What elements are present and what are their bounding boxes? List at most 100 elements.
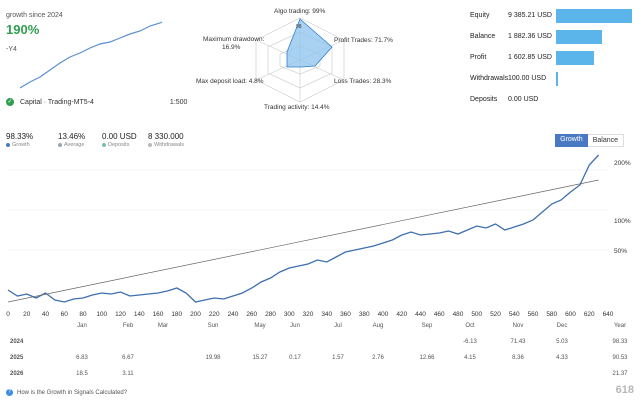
month-label: Jan <box>77 323 87 329</box>
growth-chart <box>7 154 608 303</box>
x-tick-label: 620 <box>583 311 595 318</box>
radar-max-drawdown-title: Maximum drawdown: <box>203 36 265 43</box>
y-tick-label: 50% <box>614 248 628 255</box>
table-row-year: 2025 <box>10 355 24 361</box>
stat-value: 9 385.21 USD <box>508 12 552 19</box>
growth-help-text[interactable]: How is the Growth in Signals Calculated? <box>17 389 128 396</box>
stat-value: 100.00 USD <box>508 75 547 82</box>
table-cell: -6.13 <box>463 339 477 345</box>
x-tick-label: 180 <box>171 311 183 318</box>
table-cell: 0.17 <box>289 355 301 361</box>
summary-label-text: Growth <box>12 142 30 148</box>
month-label: May <box>254 323 266 329</box>
growth-help[interactable]: ? How is the Growth in Signals Calculate… <box>6 389 127 396</box>
x-tick-label: 220 <box>208 311 220 318</box>
stat-label: Deposits <box>470 96 498 103</box>
stat-label: Profit <box>470 54 487 61</box>
month-label: Jul <box>334 323 342 329</box>
y-tick-label: 200% <box>614 160 631 167</box>
watermark: 618 <box>615 384 634 396</box>
x-tick-label: 300 <box>283 311 295 318</box>
growth-value: 190% <box>6 22 40 37</box>
radar-shape <box>286 18 333 68</box>
stat-value: 0.00 USD <box>508 96 539 103</box>
chart-tab-group: Growth Balance <box>555 134 624 147</box>
x-tick-label: 40 <box>41 311 50 318</box>
radar-max-drawdown-value: 16.9% <box>222 44 241 51</box>
radar-profit-trades: Profit Trades: 71.7% <box>334 37 393 44</box>
x-tick-label: 440 <box>415 311 426 318</box>
stat-bar <box>556 9 632 23</box>
tab-balance[interactable]: Balance <box>587 134 624 147</box>
summary-label: Growth <box>6 142 30 148</box>
x-tick-label: 560 <box>527 311 539 318</box>
x-tick-label: 580 <box>546 311 558 318</box>
stat-label: Withdrawals <box>470 75 509 82</box>
table-row-year: 2024 <box>10 339 24 345</box>
y-tick-label: 100% <box>614 218 631 225</box>
month-label: Dec <box>556 323 568 329</box>
table-cell: 19.98 <box>205 355 221 361</box>
month-label: Sun <box>207 323 219 329</box>
summary-label-text: Deposits <box>108 142 130 148</box>
summary-value: 98.33% <box>6 132 34 141</box>
radar-max-deposit-load: Max deposit load: 4.8% <box>196 78 264 85</box>
x-tick-label: 120 <box>115 311 126 318</box>
legend-dot-icon <box>58 143 62 147</box>
summary-label: Deposits <box>102 142 129 148</box>
x-tick-label: 240 <box>227 311 239 318</box>
summary-label-text: Withdrawals <box>154 142 184 148</box>
x-tick-label: 280 <box>265 311 276 318</box>
table-cell: 4.15 <box>464 355 476 361</box>
account-name[interactable]: Capital · Trading-MT5-4 <box>20 98 94 106</box>
x-tick-label: 140 <box>133 311 145 318</box>
table-cell: 18.5 <box>76 371 88 377</box>
x-tick-label: 500 <box>471 311 483 318</box>
radar-trading-activity: Trading activity: 14.4% <box>264 104 330 111</box>
x-tick-label: 160 <box>152 311 164 318</box>
month-label: Mar <box>157 323 169 329</box>
growth-series-line <box>7 154 600 303</box>
table-row-year: 2026 <box>10 371 24 377</box>
summary-label: Withdrawals <box>148 142 184 148</box>
month-label: Oct <box>465 323 475 329</box>
month-label: Sep <box>421 323 433 329</box>
mini-growth-chart <box>20 21 163 89</box>
table-cell: 90.53 <box>612 355 628 361</box>
x-tick-label: 420 <box>396 311 408 318</box>
x-tick-label: 260 <box>246 311 258 318</box>
summary-value: 0.00 USD <box>102 132 137 141</box>
question-icon: ? <box>6 389 13 396</box>
account-row: ✓ Capital · Trading-MT5-4 1:500 <box>6 98 187 106</box>
table-cell: 2.76 <box>372 355 384 361</box>
x-tick-label: 360 <box>340 311 351 318</box>
x-tick-label: 480 <box>452 311 464 318</box>
summary-label-text: Average <box>64 142 85 148</box>
stat-bar <box>556 51 594 65</box>
x-tick-label: 200 <box>190 311 201 318</box>
table-cell: 4.33 <box>556 355 568 361</box>
table-cell: 8.36 <box>512 355 524 361</box>
x-tick-label: 600 <box>565 311 576 318</box>
tab-growth[interactable]: Growth <box>555 134 588 147</box>
x-tick-label: 640 <box>602 311 614 318</box>
legend-dot-icon <box>6 143 10 147</box>
growth-since-label: growth since 2024 <box>6 12 63 19</box>
x-tick-label: 320 <box>302 311 314 318</box>
stat-bar <box>556 30 602 44</box>
stat-label: Balance <box>470 33 496 40</box>
x-tick-label: 460 <box>433 311 445 318</box>
table-cell: 6.67 <box>122 355 134 361</box>
table-cell: 3.11 <box>122 371 134 377</box>
table-cell: 15.27 <box>252 355 268 361</box>
x-tick-label: 400 <box>377 311 389 318</box>
radar-loss-trades: Loss Trades: 28.3% <box>334 78 392 85</box>
table-cell: 1.57 <box>332 355 344 361</box>
legend-dot-icon <box>102 143 106 147</box>
mini-growth-line <box>20 21 163 89</box>
mini-chart-y-tick: -Y4 <box>6 46 17 53</box>
summary-label: Average <box>58 142 84 148</box>
month-label: Jun <box>290 323 300 329</box>
summary-value: 8 330.000 <box>148 132 184 141</box>
x-tick-label: 0 <box>6 311 10 318</box>
